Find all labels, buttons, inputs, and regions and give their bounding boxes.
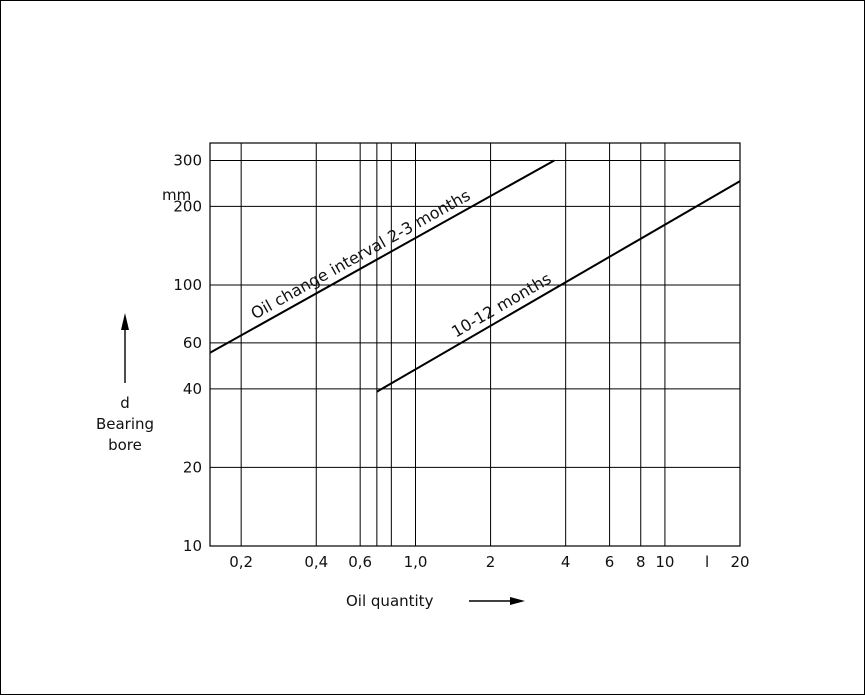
x-tick-label: 2 <box>486 553 496 571</box>
x-tick-label: 0,4 <box>304 553 328 571</box>
series-label: 10-12 months <box>448 269 554 342</box>
x-tick-label: 1,0 <box>404 553 428 571</box>
x-tick-label: 6 <box>605 553 615 571</box>
series-line <box>376 180 741 393</box>
x-tick-label: 8 <box>636 553 646 571</box>
x-tick-label: 0,6 <box>348 553 372 571</box>
y-tick-label: 10 <box>183 537 202 555</box>
y-tick-labels: 10 20 40 60 100 200 300 <box>173 151 202 555</box>
x-tick-label: 0,2 <box>229 553 253 571</box>
series-line <box>209 159 555 354</box>
y-tick-label: 20 <box>183 458 202 476</box>
y-unit-label: mm <box>162 186 191 204</box>
y-tick-label: 60 <box>183 334 202 352</box>
x-axis-arrow <box>469 597 525 605</box>
y-tick-label: 300 <box>173 151 202 169</box>
x-unit-label: l <box>705 553 709 571</box>
y-axis-label-line1: Bearing <box>96 415 154 433</box>
y-axis-arrow <box>121 313 129 383</box>
y-tick-label: 200 <box>173 197 202 215</box>
x-tick-label: 20 <box>730 553 749 571</box>
grid <box>210 143 740 546</box>
y-axis-symbol: d <box>120 394 130 412</box>
plot-border <box>209 142 741 547</box>
x-tick-label: 4 <box>561 553 571 571</box>
x-axis-label: Oil quantity <box>346 592 434 610</box>
x-tick-labels: 0,2 0,4 0,6 1,0 2 4 6 8 10 20 <box>229 553 749 571</box>
y-tick-label: 40 <box>183 380 202 398</box>
y-axis-label-line2: bore <box>108 436 142 454</box>
y-tick-label: 100 <box>173 276 202 294</box>
x-tick-label: 10 <box>655 553 674 571</box>
